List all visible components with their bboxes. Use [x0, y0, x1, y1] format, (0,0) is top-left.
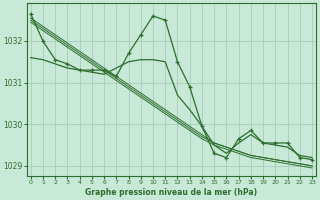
X-axis label: Graphe pression niveau de la mer (hPa): Graphe pression niveau de la mer (hPa) [85, 188, 257, 197]
